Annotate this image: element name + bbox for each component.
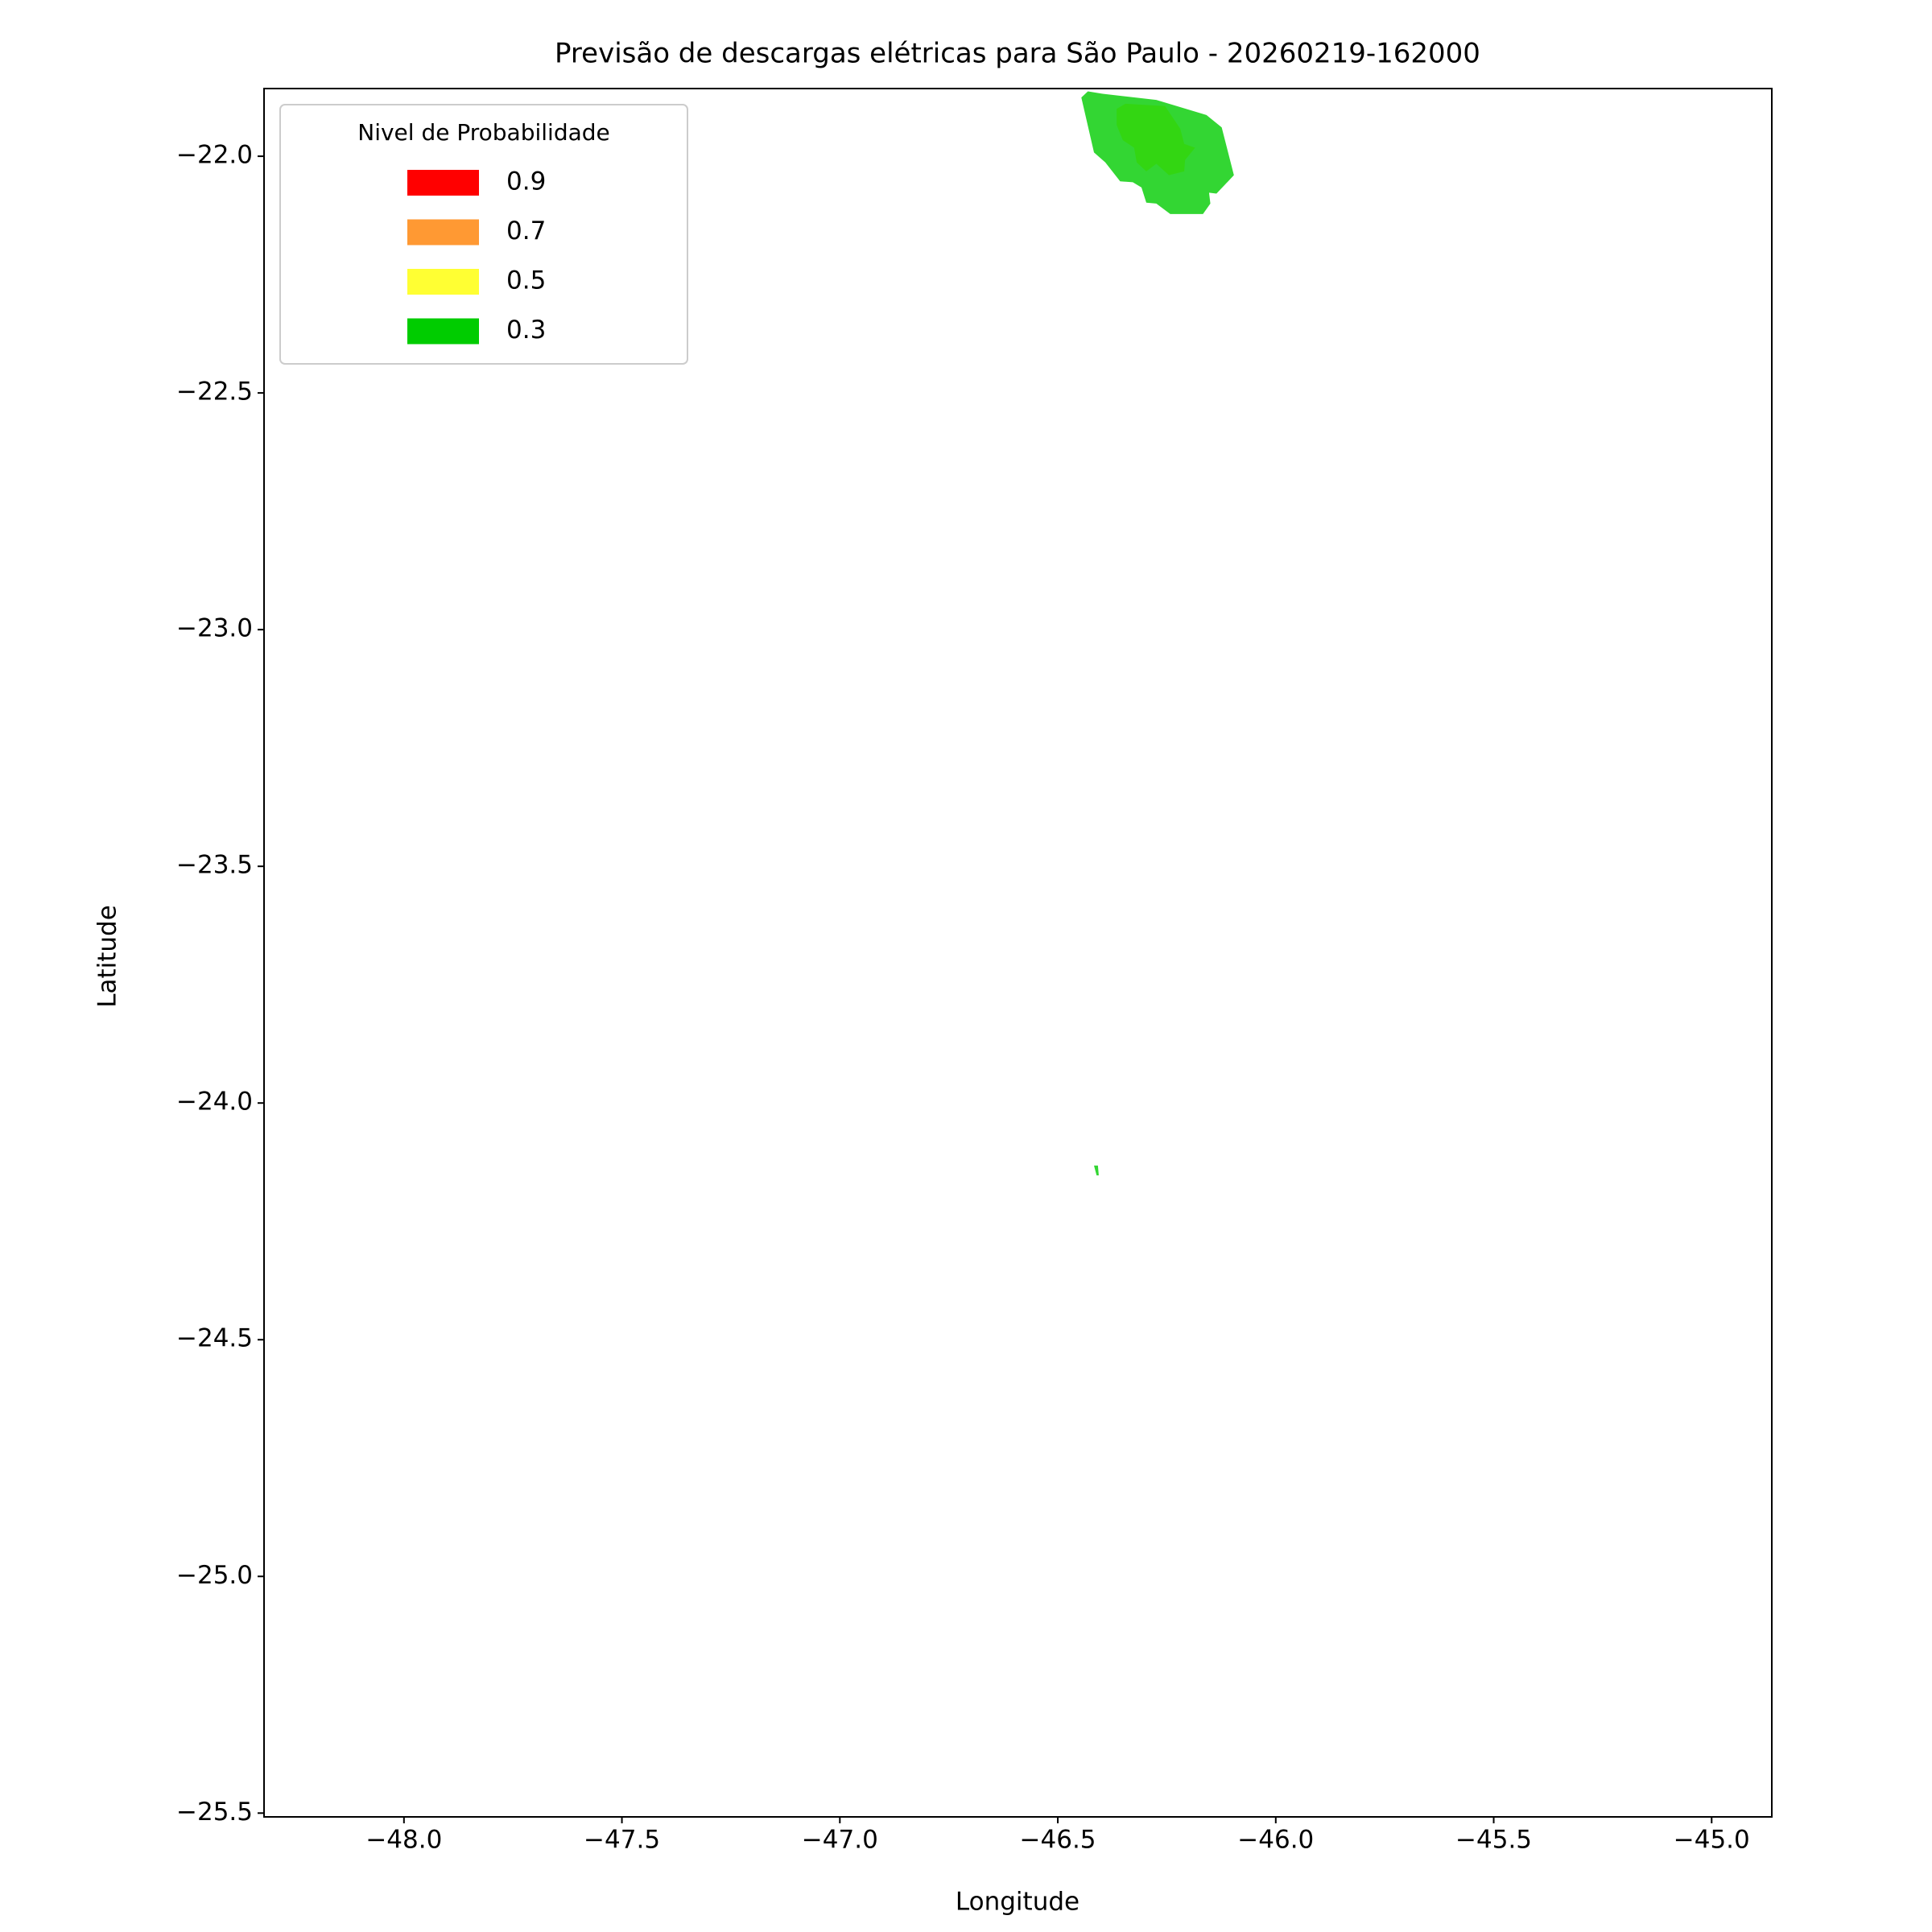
y-tick-label: −24.0 xyxy=(176,1088,253,1117)
x-tick-label: −47.5 xyxy=(584,1826,660,1855)
y-tick-label: −22.0 xyxy=(176,141,253,170)
x-tick-label: −45.0 xyxy=(1674,1826,1750,1855)
x-tick-label: −46.0 xyxy=(1237,1826,1314,1855)
axes-frame xyxy=(263,88,1773,1818)
legend-swatch xyxy=(407,318,479,345)
y-tick-label: −25.5 xyxy=(176,1798,253,1827)
legend-box xyxy=(279,104,688,365)
x-tick-label: −46.5 xyxy=(1020,1826,1096,1855)
legend-swatch xyxy=(407,219,479,246)
y-tick-label: −22.5 xyxy=(176,378,253,407)
contour-region xyxy=(1081,91,1234,214)
y-tick-label: −23.0 xyxy=(176,614,253,643)
x-tick-label: −47.0 xyxy=(802,1826,878,1855)
y-tick-label: −25.0 xyxy=(176,1561,253,1590)
plot-area xyxy=(1081,91,1234,1176)
legend-label: 0.5 xyxy=(506,266,546,295)
x-tick-label: −45.5 xyxy=(1455,1826,1532,1855)
chart-title: Previsão de descargas elétricas para São… xyxy=(555,38,1480,70)
legend-label: 0.9 xyxy=(506,167,546,196)
legend-label: 0.7 xyxy=(506,217,546,246)
legend-swatch xyxy=(407,269,479,295)
y-tick-label: −23.5 xyxy=(176,851,253,880)
y-axis-label: Latitude xyxy=(93,905,122,1008)
contour-region xyxy=(1093,1165,1099,1176)
legend-swatch xyxy=(407,170,479,196)
legend-title: Nivel de Probabilidade xyxy=(357,119,610,146)
x-tick-label: −48.0 xyxy=(365,1826,442,1855)
x-axis-label: Longitude xyxy=(956,1888,1080,1917)
y-tick-label: −24.5 xyxy=(176,1324,253,1353)
legend-label: 0.3 xyxy=(506,316,546,345)
